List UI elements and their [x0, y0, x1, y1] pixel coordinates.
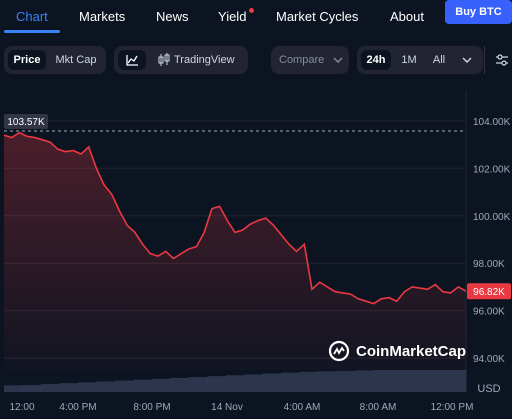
settings-sliders-icon[interactable]	[494, 52, 510, 68]
y-tick-label: 104.00K	[473, 117, 511, 128]
volume-bar	[447, 370, 467, 392]
y-tick-label: 98.00K	[473, 259, 505, 270]
watermark: CoinMarketCap	[328, 340, 466, 362]
volume-bar	[170, 377, 190, 392]
compare-label: Compare	[279, 54, 325, 66]
x-tick-label: 12:00	[9, 402, 34, 413]
y-tick-label: 94.00K	[473, 354, 505, 365]
tab-market-cycles[interactable]: Market Cycles	[276, 9, 359, 24]
x-tick-label: 12:00 PM	[431, 402, 474, 413]
volume-bar	[429, 370, 449, 392]
price-chart-svg: 104.00K102.00K100.00K98.00K96.00K94.00K …	[3, 90, 511, 413]
divider	[484, 46, 485, 74]
range-all[interactable]: All	[432, 54, 446, 66]
candlestick-icon	[158, 53, 170, 66]
volume-bar	[355, 370, 375, 392]
volume-bar	[373, 370, 393, 392]
active-tab-indicator	[4, 30, 60, 33]
volume-bar	[336, 370, 356, 392]
coinmarketcap-logo-icon	[328, 340, 350, 362]
range-24h[interactable]: 24h	[361, 50, 391, 70]
tab-chart[interactable]: Chart	[16, 9, 48, 24]
price-chart[interactable]: 104.00K 102.00K 100.00K 98.00K 96.00K 94.00K …	[0, 90, 512, 414]
tab-yield[interactable]: Yield	[218, 9, 247, 24]
x-tick-label: 8:00 PM	[133, 402, 170, 413]
volume-bar	[225, 375, 245, 392]
y-tick-label: 102.00K	[473, 164, 511, 175]
y-tick-label: 96.00K	[473, 307, 505, 318]
market-cap-tab[interactable]: Mkt Cap	[55, 54, 97, 66]
chevron-down-icon	[333, 57, 343, 63]
volume-bar	[77, 382, 97, 392]
current-price-label: 96.82K	[473, 287, 505, 298]
volume-bar	[207, 376, 227, 392]
y-tick-label: 100.00K	[473, 212, 511, 223]
line-chart-icon	[126, 55, 138, 66]
volume-bar	[40, 384, 60, 392]
volume-bar	[4, 385, 23, 392]
volume-bar	[281, 372, 301, 392]
line-chart-button[interactable]	[118, 50, 146, 70]
x-tick-label: 14 Nov	[211, 402, 243, 413]
volume-bar	[96, 381, 116, 392]
tradingview-button[interactable]: TradingView	[150, 50, 244, 70]
volume-bar	[244, 374, 264, 392]
price-tab[interactable]: Price	[8, 50, 46, 70]
start-price-label: 103.57K	[7, 117, 45, 128]
price-area-fill	[4, 132, 466, 370]
volume-bar	[188, 377, 208, 392]
watermark-text: CoinMarketCap	[356, 343, 466, 360]
tab-about[interactable]: About	[390, 9, 424, 24]
volume-bar	[299, 371, 319, 392]
yield-notification-dot	[249, 8, 254, 13]
range-chevron-down-icon[interactable]	[461, 56, 473, 64]
tab-markets[interactable]: Markets	[79, 9, 126, 24]
volume-bar	[151, 378, 171, 392]
volume-bar	[114, 380, 134, 392]
range-1m[interactable]: 1M	[401, 54, 417, 66]
x-tick-label: 4:00 AM	[284, 402, 321, 413]
tab-news[interactable]: News	[156, 9, 189, 24]
volume-bar	[410, 370, 430, 392]
price-line	[3, 131, 467, 305]
current-price-tag: 96.82K	[467, 283, 511, 300]
chart-type-toggle: TradingView	[114, 46, 248, 74]
tradingview-label: TradingView	[174, 54, 235, 66]
start-price-tag: 103.57K	[4, 114, 48, 130]
x-tick-label: 8:00 AM	[360, 402, 397, 413]
top-navigation: Chart Markets News Yield Market Cycles A…	[0, 0, 512, 34]
currency-label: USD	[477, 383, 500, 395]
compare-dropdown[interactable]: Compare	[271, 46, 349, 74]
volume-bar	[262, 373, 282, 392]
volume-bar	[392, 370, 412, 392]
volume-bar	[318, 371, 338, 392]
buy-btc-button[interactable]: Buy BTC	[445, 0, 512, 24]
metric-toggle: Price Mkt Cap	[4, 46, 106, 74]
volume-bar	[22, 384, 42, 392]
time-range-toggle: 24h 1M All	[357, 46, 483, 74]
volume-bar	[133, 379, 153, 392]
x-tick-label: 4:00 PM	[59, 402, 96, 413]
volume-bar	[59, 383, 79, 392]
